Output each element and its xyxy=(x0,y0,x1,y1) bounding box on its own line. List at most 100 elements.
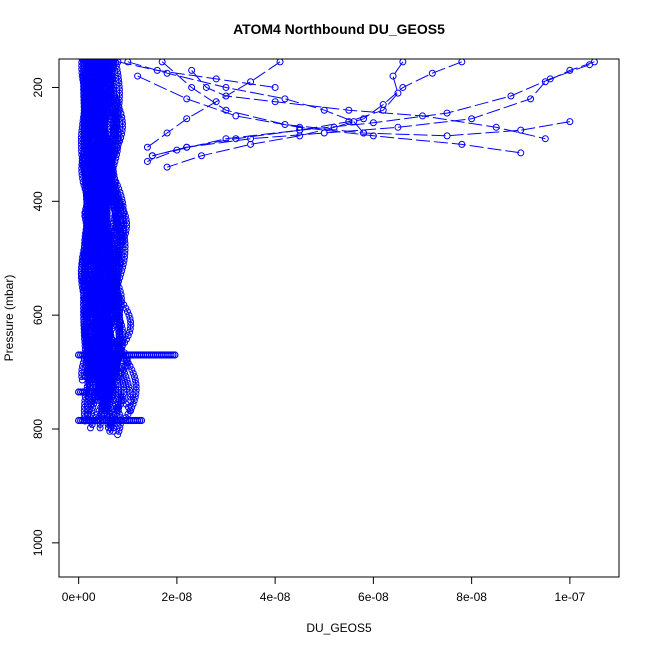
y-tick-label: 200 xyxy=(31,77,45,97)
dense-point xyxy=(97,291,105,299)
dense-point xyxy=(128,403,136,411)
data-point xyxy=(517,126,525,134)
dense-point xyxy=(94,76,101,83)
data-point xyxy=(369,132,377,140)
dense-point xyxy=(114,216,122,223)
dense-point xyxy=(113,407,121,415)
dense-point xyxy=(119,380,127,387)
dense-point xyxy=(108,298,116,305)
data-point xyxy=(345,118,353,126)
dense-point xyxy=(105,82,113,90)
dense-line xyxy=(107,59,125,427)
series-line xyxy=(166,61,462,168)
dense-point xyxy=(106,59,114,63)
data-point xyxy=(360,115,368,123)
dense-point xyxy=(106,175,114,182)
dense-point xyxy=(98,140,106,148)
dense-point xyxy=(86,65,94,73)
dense-point xyxy=(113,65,121,73)
dense-point xyxy=(99,243,107,251)
data-point xyxy=(541,135,549,143)
dense-point xyxy=(95,69,103,77)
dense-point xyxy=(94,335,101,343)
dense-point xyxy=(109,181,117,189)
dense-point xyxy=(95,257,103,264)
data-point xyxy=(428,69,436,77)
dense-point xyxy=(100,246,108,254)
dense-point xyxy=(118,397,126,404)
dense-point xyxy=(98,287,106,295)
data-point xyxy=(320,106,328,114)
dense-point xyxy=(94,233,102,241)
dense-point xyxy=(90,400,98,408)
dense-point xyxy=(124,359,132,367)
data-point xyxy=(134,72,142,80)
dense-point xyxy=(129,369,137,377)
dense-point xyxy=(90,89,98,97)
dense-point xyxy=(95,185,103,193)
dense-point xyxy=(109,321,117,329)
band-point xyxy=(106,388,114,396)
data-point xyxy=(163,129,171,137)
x-tick-label: 0e+00 xyxy=(62,590,96,604)
data-point xyxy=(222,106,230,114)
plot-frame xyxy=(58,58,620,578)
data-point xyxy=(399,59,407,66)
data-point xyxy=(212,75,220,83)
dense-point xyxy=(92,277,100,285)
dense-point xyxy=(92,123,100,131)
dense-point xyxy=(126,362,134,370)
dense-point xyxy=(111,274,119,282)
dense-point xyxy=(85,280,93,288)
dense-point xyxy=(111,188,119,196)
dense-point xyxy=(113,219,121,227)
data-point xyxy=(188,83,196,91)
data-point xyxy=(163,69,171,77)
band-point xyxy=(108,388,116,396)
dense-point xyxy=(119,393,127,401)
x-axis-label: DU_GEOS5 xyxy=(306,621,372,635)
dense-point xyxy=(101,280,109,288)
dense-point xyxy=(106,239,114,247)
dense-point xyxy=(92,226,100,234)
series-line xyxy=(147,61,281,148)
data-point xyxy=(527,95,535,103)
dense-point xyxy=(107,328,114,336)
dense-point xyxy=(103,253,111,261)
dense-point xyxy=(103,277,110,285)
dense-point xyxy=(131,376,139,384)
data-point xyxy=(183,115,191,123)
series-line xyxy=(147,64,590,162)
dense-point xyxy=(100,168,108,176)
series-line xyxy=(152,61,595,157)
chart-title: ATOM4 Northbound DU_GEOS5 xyxy=(233,21,445,37)
data-point xyxy=(202,83,210,91)
data-point xyxy=(222,83,230,91)
dense-point xyxy=(92,192,100,200)
dense-point xyxy=(110,185,118,193)
dense-point xyxy=(91,222,98,230)
dense-point xyxy=(90,198,98,206)
dense-point xyxy=(109,270,117,278)
band-point xyxy=(134,416,142,425)
dense-point xyxy=(112,311,120,319)
data-point xyxy=(281,95,289,103)
data-point xyxy=(183,143,191,151)
dense-point xyxy=(99,89,106,97)
dense-point xyxy=(115,369,123,377)
data-point xyxy=(419,112,427,120)
dense-point xyxy=(113,318,121,326)
dense-point xyxy=(115,427,123,435)
data-point xyxy=(492,123,500,131)
dense-point xyxy=(130,373,138,381)
dense-point xyxy=(108,294,115,302)
dense-point xyxy=(103,274,111,282)
dense-point xyxy=(108,93,116,101)
dense-point xyxy=(97,178,105,186)
dense-line xyxy=(92,59,113,401)
dense-point xyxy=(91,120,99,128)
band-point xyxy=(104,388,112,396)
dense-point xyxy=(110,134,118,142)
x-tick-label: 2e-08 xyxy=(162,590,193,604)
